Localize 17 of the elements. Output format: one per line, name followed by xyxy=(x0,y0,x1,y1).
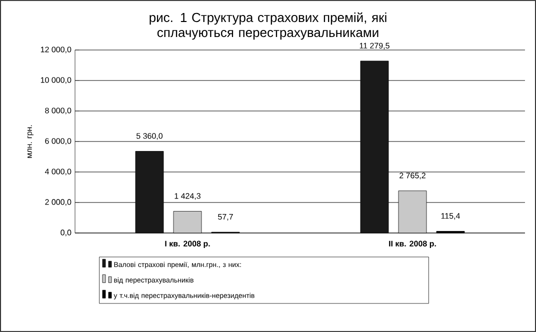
data-label: 11 279,5 xyxy=(360,42,390,50)
data-label: 2 765,2 xyxy=(400,172,426,180)
y-tick-label: 10 000,0 xyxy=(40,77,72,84)
y-tick-label: 6 000,0 xyxy=(45,138,72,145)
y-tick-label: 8 000,0 xyxy=(45,108,72,114)
chart-title: рис. 1 Структура страхових премій, які сплачуються перестрахувальниками xyxy=(150,12,386,40)
y-tick-label: 0,0 xyxy=(60,230,72,236)
data-label: 1 424,3 xyxy=(174,193,200,200)
y-tick-label: 2 000,0 xyxy=(45,199,72,206)
data-label: 115,4 xyxy=(441,213,460,220)
y-tick-label: 4 000,0 xyxy=(44,168,72,176)
data-label: 5 360,0 xyxy=(136,133,163,140)
y-tick-label: 12 000,0 xyxy=(40,46,72,54)
x-tick-label: II кв. 2008 р. xyxy=(389,240,436,248)
data-label: 57,7 xyxy=(218,214,233,221)
x-tick-label: I кв. 2008 р. xyxy=(165,240,210,248)
y-axis-title: млн. грн. xyxy=(28,125,34,158)
